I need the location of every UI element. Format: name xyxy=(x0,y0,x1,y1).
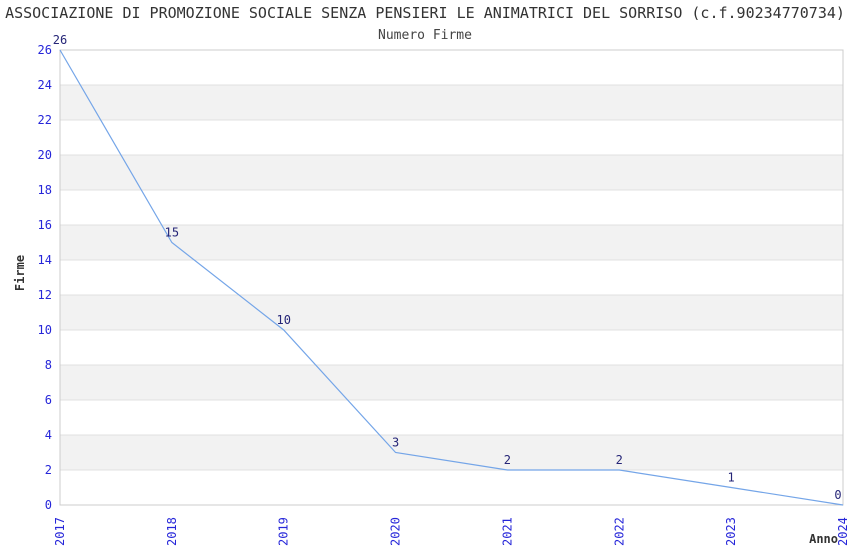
plot-band xyxy=(60,365,843,400)
x-tick-label: 2018 xyxy=(165,517,179,546)
data-label: 26 xyxy=(53,33,67,47)
chart-title: ASSOCIAZIONE DI PROMOZIONE SOCIALE SENZA… xyxy=(5,4,845,22)
y-tick-label: 20 xyxy=(38,148,52,162)
data-label: 3 xyxy=(392,436,399,450)
data-label: 10 xyxy=(276,313,290,327)
data-line xyxy=(59,49,844,506)
data-label: 15 xyxy=(165,226,179,240)
x-axis-title: Anno xyxy=(809,532,838,546)
x-tick-label: 2017 xyxy=(53,517,67,546)
plot-band xyxy=(60,85,843,120)
plot-band xyxy=(60,155,843,190)
data-label: 0 xyxy=(834,488,841,502)
plot-band xyxy=(60,435,843,470)
y-tick-label: 22 xyxy=(38,113,52,127)
x-tick-label: 2020 xyxy=(389,517,403,546)
y-axis-title: Firme xyxy=(13,255,27,291)
data-label: 2 xyxy=(504,453,511,467)
y-tick-label: 10 xyxy=(38,323,52,337)
y-tick-label: 26 xyxy=(38,43,52,57)
plot-band xyxy=(60,225,843,260)
y-tick-label: 6 xyxy=(45,393,52,407)
x-tick-label: 2021 xyxy=(500,517,514,546)
y-tick-label: 8 xyxy=(45,358,52,372)
chart-subtitle: Numero Firme xyxy=(378,28,472,43)
y-tick-label: 12 xyxy=(38,288,52,302)
y-tick-label: 24 xyxy=(38,78,52,92)
y-tick-label: 0 xyxy=(45,498,52,512)
y-tick-label: 4 xyxy=(45,428,52,442)
plot-band xyxy=(60,295,843,330)
y-tick-label: 16 xyxy=(38,218,52,232)
x-tick-label: 2019 xyxy=(277,517,291,546)
x-tick-label: 2023 xyxy=(724,517,738,546)
plot-frame xyxy=(59,49,844,506)
x-tick-label: 2024 xyxy=(836,517,850,546)
y-tick-label: 18 xyxy=(38,183,52,197)
data-label: 1 xyxy=(728,471,735,485)
y-tick-label: 2 xyxy=(45,463,52,477)
data-label: 2 xyxy=(616,453,623,467)
x-tick-label: 2022 xyxy=(612,517,626,546)
y-tick-label: 14 xyxy=(38,253,52,267)
